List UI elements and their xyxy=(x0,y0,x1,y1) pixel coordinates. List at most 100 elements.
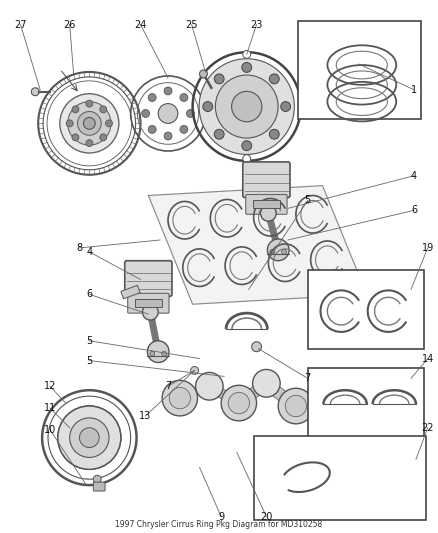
Ellipse shape xyxy=(80,428,99,448)
Bar xyxy=(298,21,421,119)
Ellipse shape xyxy=(267,239,289,261)
Ellipse shape xyxy=(150,351,155,356)
Bar xyxy=(308,270,424,349)
Text: 5: 5 xyxy=(86,336,92,346)
Ellipse shape xyxy=(243,155,251,163)
Ellipse shape xyxy=(309,373,336,400)
Ellipse shape xyxy=(180,94,188,101)
Ellipse shape xyxy=(348,451,415,503)
FancyBboxPatch shape xyxy=(243,162,290,198)
Ellipse shape xyxy=(253,369,280,397)
Ellipse shape xyxy=(86,100,93,107)
Polygon shape xyxy=(201,386,250,403)
FancyBboxPatch shape xyxy=(128,293,169,313)
Text: 22: 22 xyxy=(421,423,434,433)
Text: 4: 4 xyxy=(86,247,92,257)
FancyBboxPatch shape xyxy=(125,261,172,296)
Text: 8: 8 xyxy=(77,243,83,253)
Ellipse shape xyxy=(162,351,166,356)
Ellipse shape xyxy=(242,62,252,72)
Ellipse shape xyxy=(83,117,95,130)
Bar xyxy=(134,300,162,307)
Ellipse shape xyxy=(100,106,107,113)
Ellipse shape xyxy=(106,120,113,127)
Text: 7: 7 xyxy=(304,373,311,383)
Ellipse shape xyxy=(221,385,257,421)
Ellipse shape xyxy=(141,109,149,117)
Polygon shape xyxy=(314,386,363,403)
Ellipse shape xyxy=(334,385,370,421)
Ellipse shape xyxy=(359,461,404,494)
Text: 1: 1 xyxy=(411,85,417,95)
Ellipse shape xyxy=(196,373,223,400)
Bar xyxy=(254,435,426,520)
Text: 19: 19 xyxy=(422,243,434,253)
Ellipse shape xyxy=(278,388,314,424)
Ellipse shape xyxy=(271,442,340,512)
Bar xyxy=(308,368,424,438)
Ellipse shape xyxy=(148,94,156,101)
Ellipse shape xyxy=(269,130,279,139)
Ellipse shape xyxy=(281,102,290,111)
Text: 14: 14 xyxy=(422,353,434,364)
Ellipse shape xyxy=(386,388,422,424)
Text: 25: 25 xyxy=(185,20,198,29)
Ellipse shape xyxy=(200,70,207,78)
Polygon shape xyxy=(258,383,307,406)
FancyBboxPatch shape xyxy=(246,195,287,214)
Ellipse shape xyxy=(284,455,327,499)
Ellipse shape xyxy=(148,125,156,133)
Text: 5: 5 xyxy=(86,356,92,366)
Ellipse shape xyxy=(242,141,252,151)
Ellipse shape xyxy=(86,140,93,147)
Ellipse shape xyxy=(203,102,213,111)
Ellipse shape xyxy=(270,249,275,254)
Ellipse shape xyxy=(31,88,39,96)
Polygon shape xyxy=(368,388,415,406)
Ellipse shape xyxy=(72,134,79,141)
Text: 1997 Chrysler Cirrus Ring Pkg Diagram for MD310258: 1997 Chrysler Cirrus Ring Pkg Diagram fo… xyxy=(115,520,322,529)
Ellipse shape xyxy=(199,59,294,155)
Ellipse shape xyxy=(285,395,307,417)
Ellipse shape xyxy=(191,367,198,374)
Polygon shape xyxy=(341,388,385,403)
Ellipse shape xyxy=(363,374,390,402)
Ellipse shape xyxy=(93,475,101,483)
Text: 11: 11 xyxy=(44,403,56,413)
Ellipse shape xyxy=(215,75,278,138)
Ellipse shape xyxy=(72,106,79,113)
Ellipse shape xyxy=(243,51,251,58)
Text: 13: 13 xyxy=(139,411,152,421)
Text: 4: 4 xyxy=(411,171,417,181)
Text: 9: 9 xyxy=(218,512,224,522)
Ellipse shape xyxy=(147,341,169,362)
Ellipse shape xyxy=(68,102,111,145)
Text: 27: 27 xyxy=(14,20,27,29)
Text: 12: 12 xyxy=(44,381,56,391)
Ellipse shape xyxy=(393,395,415,417)
Text: 6: 6 xyxy=(411,205,417,215)
Ellipse shape xyxy=(100,134,107,141)
Text: 24: 24 xyxy=(134,20,147,29)
Polygon shape xyxy=(228,383,275,403)
Ellipse shape xyxy=(341,392,363,414)
Ellipse shape xyxy=(228,392,250,414)
Ellipse shape xyxy=(169,387,191,409)
Ellipse shape xyxy=(58,406,121,469)
Ellipse shape xyxy=(66,120,73,127)
Ellipse shape xyxy=(142,304,158,320)
Text: 10: 10 xyxy=(44,425,56,435)
Ellipse shape xyxy=(158,103,178,123)
Ellipse shape xyxy=(164,87,172,95)
Polygon shape xyxy=(285,386,331,406)
Ellipse shape xyxy=(187,109,194,117)
Ellipse shape xyxy=(261,205,276,221)
Ellipse shape xyxy=(269,74,279,84)
Text: 20: 20 xyxy=(260,512,272,522)
Text: 5: 5 xyxy=(304,196,311,205)
Polygon shape xyxy=(148,185,367,304)
Text: 26: 26 xyxy=(64,20,76,29)
Ellipse shape xyxy=(78,111,101,135)
Ellipse shape xyxy=(162,381,198,416)
Ellipse shape xyxy=(70,418,109,457)
